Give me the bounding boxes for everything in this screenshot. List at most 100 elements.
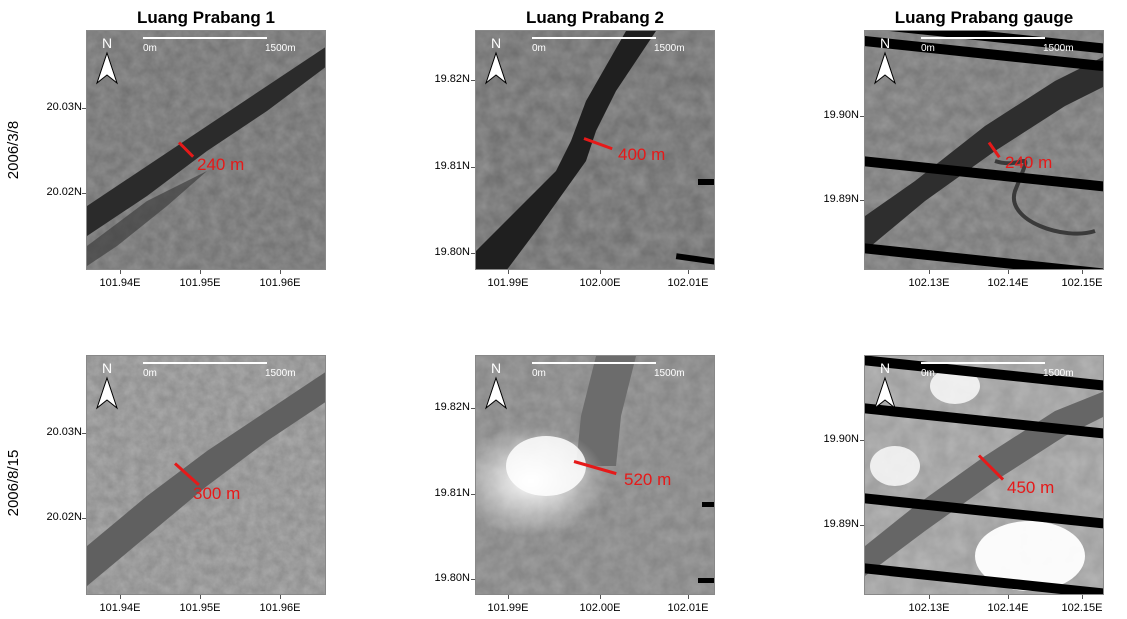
ytick-mark: [471, 408, 475, 409]
ytick-mark: [471, 579, 475, 580]
ytick-label: 19.82N: [434, 401, 470, 413]
map-panel-r2-c2: N 0m 1500m 520 m: [475, 355, 715, 595]
col-title-3: Luang Prabang gauge: [894, 8, 1074, 27]
xtick-label: 101.95E: [179, 277, 221, 289]
scale-end-label: 1500m: [265, 43, 296, 54]
xtick-label: 101.99E: [487, 277, 529, 289]
xtick-label: 102.13E: [908, 277, 950, 289]
map-panel-r2-c3: N 0m 1500m 450 m: [864, 355, 1104, 595]
xtick-mark: [600, 270, 601, 274]
north-arrow-icon: N: [871, 360, 899, 414]
ytick-label: 20.03N: [46, 101, 82, 113]
xtick-mark: [280, 595, 281, 599]
ytick-mark: [471, 167, 475, 168]
scale-start-label: 0m: [143, 43, 157, 54]
river-width-label: 300 m: [193, 484, 241, 503]
map-panel-r1-c2: N 0m 1500m 400 m: [475, 30, 715, 270]
xtick-mark: [1082, 595, 1083, 599]
north-label: N: [490, 35, 502, 51]
ytick-label: 20.02N: [46, 186, 82, 198]
north-arrow-icon: N: [482, 360, 510, 414]
satellite-image: [87, 31, 325, 269]
north-arrow-icon: N: [482, 35, 510, 89]
river-width-label: 520 m: [624, 470, 672, 489]
xtick-label: 102.01E: [667, 277, 709, 289]
ytick-mark: [471, 494, 475, 495]
xtick-label: 102.14E: [987, 277, 1029, 289]
xtick-mark: [508, 595, 509, 599]
satellite-image: [865, 356, 1103, 594]
xtick-label: 102.00E: [579, 602, 621, 614]
xtick-label: 101.94E: [99, 277, 141, 289]
xtick-label: 102.00E: [579, 277, 621, 289]
ytick-mark: [471, 253, 475, 254]
xtick-mark: [200, 595, 201, 599]
scale-end-label: 1500m: [654, 368, 685, 379]
col-title-1: Luang Prabang 1: [137, 8, 275, 27]
scale-start-label: 0m: [921, 368, 935, 379]
north-label: N: [490, 360, 502, 376]
satellite-image: [87, 356, 325, 594]
ytick-label: 20.02N: [46, 511, 82, 523]
satellite-image: [476, 356, 714, 594]
ytick-mark: [82, 518, 86, 519]
xtick-label: 101.94E: [99, 602, 141, 614]
satellite-image: [865, 31, 1103, 269]
xtick-label: 102.13E: [908, 602, 950, 614]
scale-end-label: 1500m: [1043, 43, 1074, 54]
ytick-mark: [82, 193, 86, 194]
ytick-mark: [860, 116, 864, 117]
map-panel-r1-c3: N 0m 1500m 240 m: [864, 30, 1104, 270]
north-label: N: [879, 360, 891, 376]
xtick-mark: [1082, 270, 1083, 274]
xtick-label: 101.96E: [259, 602, 301, 614]
ytick-mark: [82, 108, 86, 109]
ytick-mark: [860, 200, 864, 201]
ytick-mark: [860, 525, 864, 526]
ytick-label: 19.90N: [823, 109, 859, 121]
xtick-mark: [688, 270, 689, 274]
ytick-label: 19.90N: [823, 433, 859, 445]
map-panel-r2-c1: N 0m 1500m 300 m: [86, 355, 326, 595]
xtick-label: 102.01E: [667, 602, 709, 614]
ytick-mark: [471, 80, 475, 81]
scale-bar: [532, 37, 656, 39]
xtick-mark: [1008, 270, 1009, 274]
north-label: N: [879, 35, 891, 51]
scale-end-label: 1500m: [654, 43, 685, 54]
ytick-label: 19.80N: [434, 246, 470, 258]
scale-start-label: 0m: [532, 368, 546, 379]
scale-start-label: 0m: [532, 43, 546, 54]
xtick-label: 102.15E: [1061, 602, 1103, 614]
north-arrow-icon: N: [93, 360, 121, 414]
north-arrow-icon: N: [93, 35, 121, 89]
north-arrow-icon: N: [871, 35, 899, 89]
xtick-mark: [508, 270, 509, 274]
xtick-mark: [200, 270, 201, 274]
ytick-label: 19.81N: [434, 487, 470, 499]
north-label: N: [101, 35, 113, 51]
ytick-label: 19.89N: [823, 518, 859, 530]
xtick-label: 101.99E: [487, 602, 529, 614]
xtick-label: 102.14E: [987, 602, 1029, 614]
ytick-label: 19.81N: [434, 160, 470, 172]
row-label-2: 2006/8/15: [5, 449, 22, 517]
xtick-mark: [280, 270, 281, 274]
xtick-mark: [688, 595, 689, 599]
river-width-label: 240 m: [197, 155, 245, 174]
ytick-label: 19.82N: [434, 73, 470, 85]
row-label-1: 2006/3/8: [5, 120, 22, 180]
north-label: N: [101, 360, 113, 376]
scale-bar: [921, 37, 1045, 39]
ytick-label: 20.03N: [46, 426, 82, 438]
xtick-mark: [1008, 595, 1009, 599]
scale-bar: [532, 362, 656, 364]
xtick-label: 101.96E: [259, 277, 301, 289]
ytick-mark: [82, 433, 86, 434]
river-width-label: 240 m: [1005, 153, 1053, 172]
xtick-label: 102.15E: [1061, 277, 1103, 289]
scale-start-label: 0m: [143, 368, 157, 379]
river-width-label: 400 m: [618, 145, 666, 164]
col-title-2: Luang Prabang 2: [526, 8, 664, 27]
xtick-mark: [120, 595, 121, 599]
